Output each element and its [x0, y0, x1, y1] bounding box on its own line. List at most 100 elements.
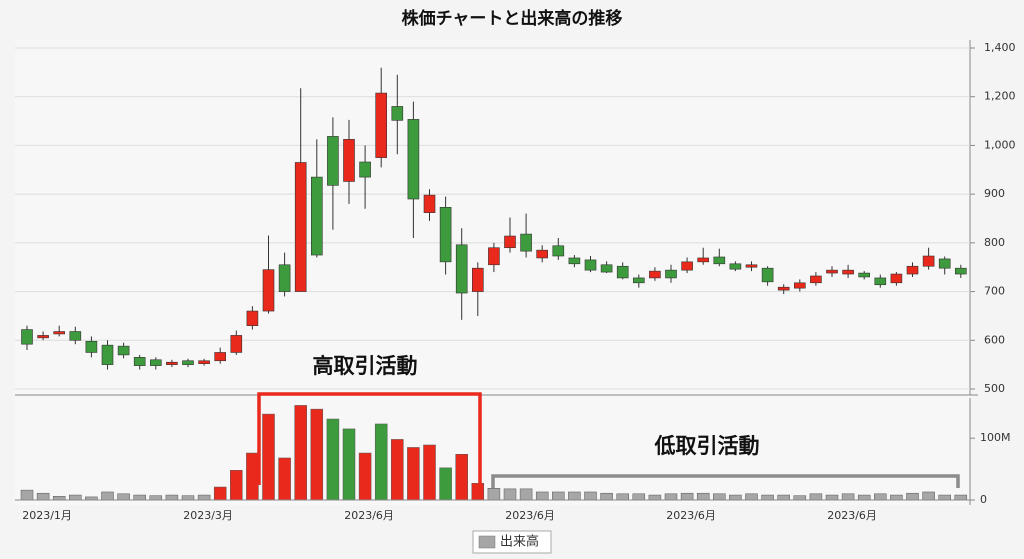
candle-body [246, 310, 259, 326]
volume-bar [568, 491, 581, 501]
candle-body [874, 277, 887, 286]
volume-bar [648, 494, 662, 501]
candle-body [745, 264, 758, 268]
volume-bar [519, 488, 533, 501]
candle-body [810, 275, 822, 284]
volume-bar [890, 494, 903, 501]
volume-bar [36, 492, 50, 501]
candle-body [616, 265, 629, 279]
volume-bar [391, 439, 404, 501]
candle-body [101, 344, 114, 365]
volume-bar [535, 491, 549, 501]
candle-body [471, 267, 484, 292]
candle-body [310, 176, 323, 256]
candle-body [391, 106, 404, 121]
volume-bar [841, 493, 855, 501]
x-tick-label: 2023/6月 [505, 509, 555, 522]
volume-bar [165, 494, 179, 501]
volume-bar [342, 428, 356, 501]
y-tick-label: 0 [980, 493, 987, 506]
volume-bar [69, 494, 82, 501]
candle-body [890, 273, 903, 284]
volume-bar [133, 494, 146, 501]
annotation: 高取引活動 [313, 354, 418, 378]
volume-bar [664, 493, 678, 501]
candle-body [182, 360, 194, 365]
candle-body [166, 361, 178, 365]
candle-body [53, 331, 66, 335]
candle-body [133, 357, 146, 366]
legend-swatch [478, 535, 496, 549]
volume-bar [680, 492, 694, 501]
candle-body [697, 257, 710, 263]
candle-body [423, 194, 436, 213]
candle-body [536, 249, 549, 259]
candle-body [954, 267, 967, 275]
volume-bar [745, 493, 758, 501]
y-tick-label: 1,000 [984, 138, 1016, 151]
volume-bar [584, 491, 597, 501]
candle-body [117, 345, 130, 356]
candle-body [85, 340, 98, 353]
candle-body [777, 286, 790, 291]
candle-body [198, 360, 210, 364]
volume-bar [278, 457, 291, 501]
candle-body [858, 272, 871, 278]
candle-body [455, 244, 468, 294]
y-tick-label: 500 [984, 382, 1005, 395]
volume-bar [696, 492, 710, 501]
candle-body [681, 261, 693, 271]
volume-bar [262, 413, 275, 501]
y-tick-label: 1,400 [984, 41, 1016, 54]
candle-body [150, 359, 162, 366]
volume-bar [777, 494, 790, 501]
volume-bar [471, 483, 485, 501]
candle-body [488, 247, 500, 266]
candle-body [665, 269, 677, 279]
candle-body [278, 264, 291, 292]
y-tick-label: 700 [984, 285, 1005, 298]
legend-label: 出来高 [500, 534, 539, 550]
volume-bar [632, 493, 646, 501]
volume-bar [487, 488, 501, 501]
candle-body [294, 162, 307, 292]
volume-bar [101, 491, 114, 501]
candle-body [359, 161, 371, 178]
volume-bar [761, 494, 774, 501]
x-tick-label: 2023/6月 [827, 509, 877, 522]
candle-body [922, 255, 935, 267]
volume-bar [793, 495, 807, 501]
candle-body [21, 329, 33, 345]
volume-bar [938, 494, 951, 501]
volume-bar [857, 494, 871, 501]
candle-body [584, 259, 597, 271]
candle-body [552, 245, 565, 257]
volume-bar [117, 493, 130, 501]
candle-body [906, 265, 919, 275]
chart-title: 株価チャートと出来高の推移 [402, 8, 623, 29]
candle-body [375, 92, 388, 158]
candle-body [938, 258, 951, 269]
annotation-bracket [257, 392, 482, 485]
volume-bar [439, 467, 452, 501]
volume-bar [326, 418, 340, 501]
candle-body [729, 263, 742, 270]
volume-bar [922, 491, 935, 501]
x-tick-label: 2023/1月 [22, 509, 72, 522]
volume-bar [230, 470, 243, 501]
candle-body [842, 269, 854, 275]
candle-body [439, 206, 452, 263]
volume-bar [52, 496, 66, 501]
candle-body [568, 257, 581, 265]
volume-bar [149, 495, 163, 501]
y-tick-label: 1,200 [984, 90, 1016, 103]
volume-bar [181, 495, 195, 501]
y-tick-label: 800 [984, 236, 1005, 249]
volume-bar [455, 454, 468, 501]
volume-bar [294, 405, 307, 501]
volume-bar [423, 444, 436, 501]
volume-bar [503, 488, 517, 501]
volume-bar [552, 491, 565, 501]
